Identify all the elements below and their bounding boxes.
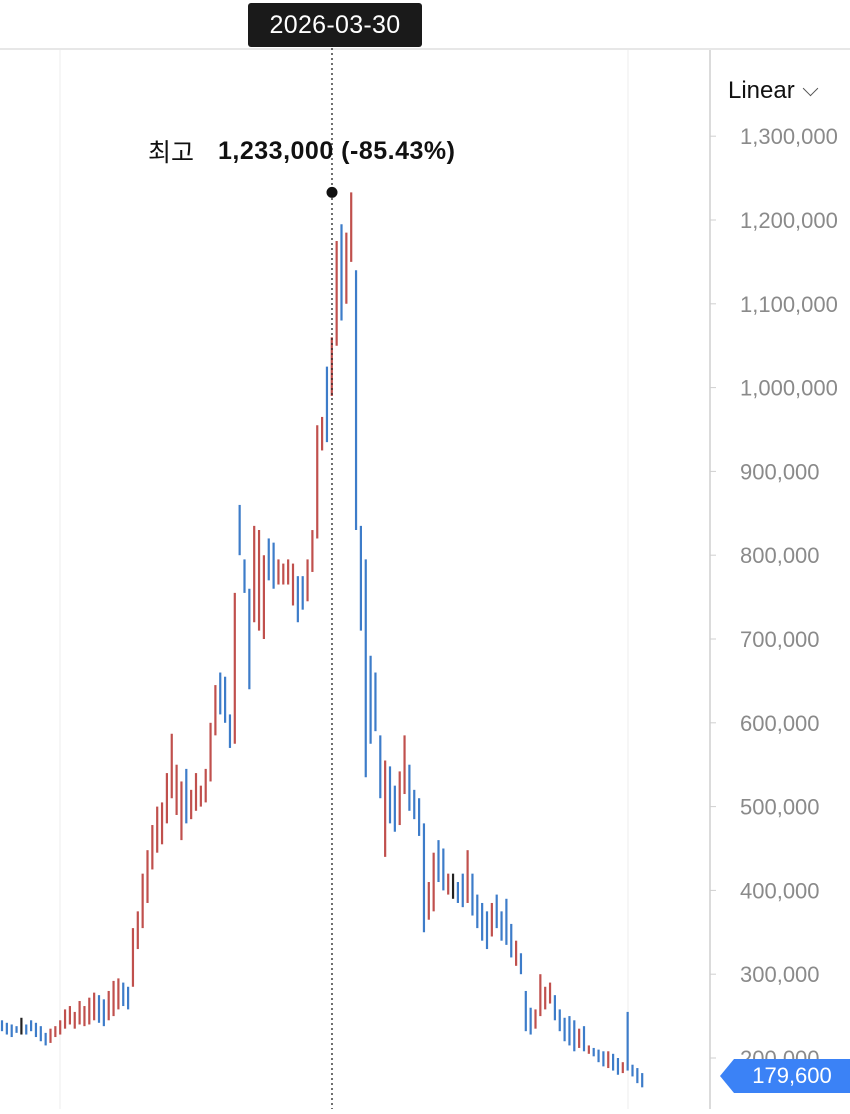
y-tick-label: 1,300,000 [740, 124, 838, 149]
peak-annotation: 최고 1,233,000 (-85.43%) [148, 133, 455, 169]
peak-prefix: 최고 [148, 138, 195, 167]
chevron-down-icon [802, 80, 818, 96]
price-tag-shape [720, 1059, 850, 1093]
y-tick-label: 300,000 [740, 962, 820, 987]
y-tick-label: 1,200,000 [740, 208, 838, 233]
y-tick-label: 900,000 [740, 459, 820, 484]
scale-dropdown-label: Linear [728, 77, 795, 104]
y-tick-label: 1,000,000 [740, 376, 838, 401]
current-price-tag: 179,600 [720, 1059, 850, 1093]
crosshair-date-badge: 2026-03-30 [248, 3, 422, 47]
peak-marker [326, 186, 338, 198]
current-price-label: 179,600 [752, 1063, 832, 1088]
ohlc-bars [0, 192, 644, 1088]
y-tick-label: 500,000 [740, 795, 820, 820]
peak-value: 1,233,000 (-85.43%) [218, 136, 456, 165]
y-axis-ticks: 200,000300,000400,000500,000600,000700,0… [710, 124, 838, 1071]
y-tick-label: 400,000 [740, 878, 820, 903]
y-tick-label: 700,000 [740, 627, 820, 652]
scale-dropdown[interactable]: Linear [716, 70, 850, 112]
y-tick-label: 800,000 [740, 543, 820, 568]
y-tick-label: 600,000 [740, 711, 820, 736]
y-tick-label: 1,100,000 [740, 292, 838, 317]
